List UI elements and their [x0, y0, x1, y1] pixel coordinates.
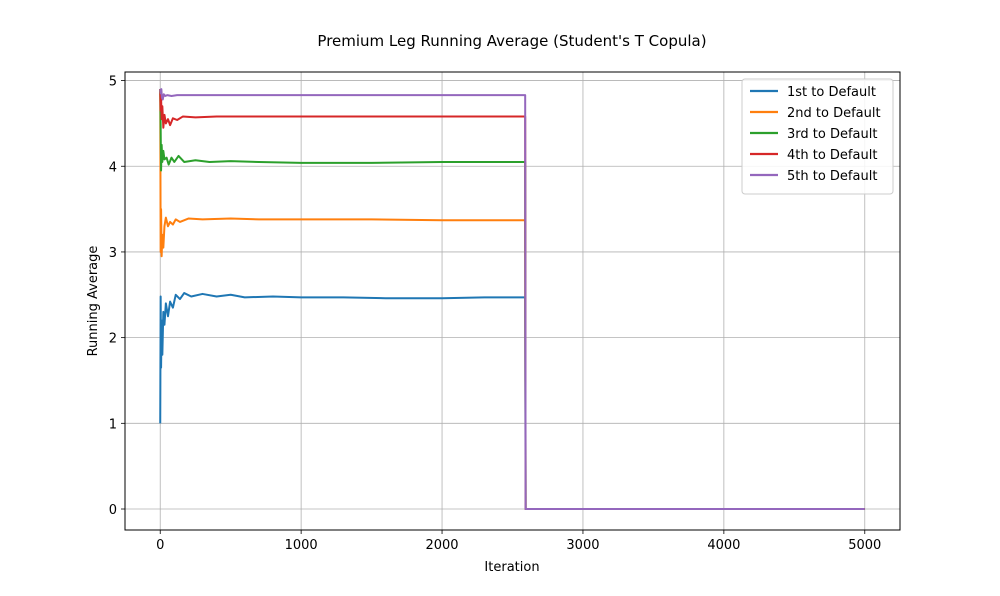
series-line-2nd-to-default [159, 89, 865, 511]
x-tick-label: 0 [156, 538, 164, 553]
series-line-3rd-to-default [159, 89, 865, 511]
x-tick-label: 3000 [566, 538, 599, 553]
y-tick-label: 4 [109, 160, 117, 175]
y-tick-label: 3 [109, 246, 117, 261]
legend-entry-label: 4th to Default [787, 148, 877, 163]
axis-ticks: 0 1000 2000 3000 4000 5000 0 1 2 3 4 5 [109, 75, 882, 553]
y-axis-title: Running Average [86, 246, 101, 357]
legend-entry-label: 2nd to Default [787, 106, 881, 121]
series-line-1st-to-default [159, 292, 865, 511]
series-line-4th-to-default [159, 89, 865, 511]
legend-entry-label: 1st to Default [787, 85, 876, 100]
series-line-5th-to-default [159, 88, 865, 511]
y-tick-label: 5 [109, 75, 117, 90]
y-tick-label: 0 [109, 503, 117, 518]
legend-entry-label: 5th to Default [787, 169, 877, 184]
y-tick-label: 1 [109, 417, 117, 432]
x-axis-title: Iteration [484, 560, 539, 575]
legend-box [741, 78, 894, 195]
x-tick-label: 2000 [425, 538, 458, 553]
chart-title: Premium Leg Running Average (Student's T… [317, 32, 706, 50]
x-tick-label: 1000 [285, 538, 318, 553]
x-tick-label: 5000 [848, 538, 881, 553]
legend-entry-label: 3rd to Default [787, 127, 877, 142]
plot-frame [124, 71, 901, 531]
x-tick-label: 4000 [707, 538, 740, 553]
legend: 1st to Default 2nd to Default 3rd to Defau… [741, 78, 894, 195]
series-lines [159, 88, 865, 511]
y-tick-label: 2 [109, 332, 117, 347]
